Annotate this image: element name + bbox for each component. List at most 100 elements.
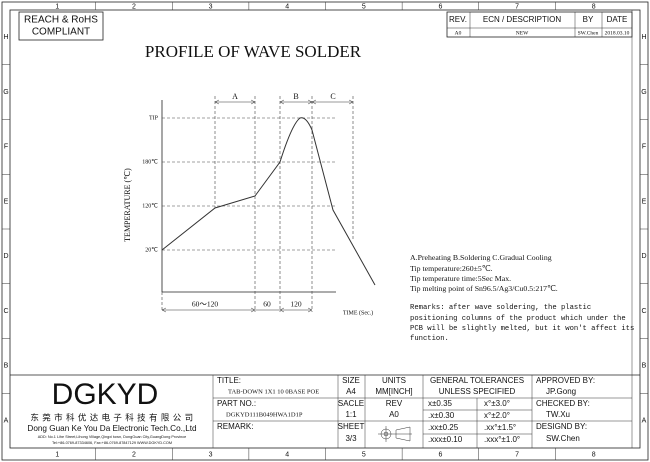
note-line: A.Preheating B.Soldering C.Gradual Cooli…: [410, 253, 552, 262]
title-block: DGKYD 东 莞 市 科 优 达 电 子 科 技 有 限 公 司 Dong G…: [10, 10, 640, 448]
column-label: 4: [285, 3, 289, 10]
column-label: 7: [515, 3, 519, 10]
level-label: 120℃: [142, 203, 158, 209]
field-label: GENERAL TOLERANCES: [430, 376, 524, 385]
field-value: A4: [346, 387, 356, 396]
row-label: D: [3, 253, 8, 260]
rev-cell: SW.Chen: [578, 30, 599, 36]
field-label: APPROVED BY:: [536, 376, 595, 385]
notes: A.Preheating B.Soldering C.Gradual Cooli…: [410, 253, 558, 293]
field-value: 3/3: [345, 434, 357, 443]
rev-cell: 2018.03.10: [605, 30, 630, 36]
column-label: 7: [515, 451, 519, 458]
field-label: PART NO.:: [217, 399, 256, 408]
profile-diagram: TEMPERATURE (℃) TIP 180℃ 120℃ 20℃ A B C …: [123, 92, 376, 316]
remark-line: positioning columns of the product which…: [410, 315, 626, 323]
field-value: JP.Gong: [546, 387, 576, 396]
column-label: 8: [592, 451, 596, 458]
row-label: F: [4, 144, 8, 151]
field-label: SACLE: [338, 399, 364, 408]
field-value: SW.Chen: [546, 434, 580, 443]
field-value: 1:1: [345, 410, 357, 419]
duration-arrow: [161, 307, 313, 313]
field-label: SIZE: [342, 376, 360, 385]
remark-line: Remarks: after wave soldering, the plast…: [410, 304, 591, 312]
column-label: 6: [438, 3, 442, 10]
row-label: E: [642, 198, 647, 205]
row-label: B: [642, 363, 647, 370]
column-label: 5: [362, 451, 366, 458]
rev-header: BY: [583, 15, 594, 24]
row-label: A: [642, 417, 647, 424]
row-label: H: [641, 34, 646, 41]
level-label: TIP: [149, 115, 159, 121]
note-line: Tip temperature time:5Sec Max.: [410, 274, 511, 283]
field-label: SHEET: [338, 422, 365, 431]
field-value: DGKYD111B049HWA1D1P: [226, 411, 303, 418]
profile-curve: [161, 117, 376, 286]
field-label: REV: [386, 399, 403, 408]
phase-label: C: [330, 92, 335, 101]
x-axis-label: TIME (Sec.): [343, 309, 373, 316]
row-label: C: [3, 308, 8, 315]
level-label: 20℃: [145, 247, 158, 253]
remark-line: PCB will be slightly melted, but it won'…: [410, 325, 634, 333]
duration-label: 120: [290, 300, 302, 309]
remark-line: function.: [410, 335, 449, 343]
column-label: 2: [132, 451, 136, 458]
field-value: TW.Xu: [546, 410, 570, 419]
column-label: 6: [438, 451, 442, 458]
duration-label: 60: [263, 300, 271, 309]
phase-arrow: [311, 99, 354, 105]
column-label: 1: [55, 451, 59, 458]
field-value: TAB-DOWN 1X1 10 0BASE POE: [228, 388, 319, 395]
tolerance: .xx±0.25: [428, 423, 459, 432]
projection-symbol: [378, 426, 412, 442]
row-label: B: [4, 363, 9, 370]
field-label: UNLESS SPECIFIED: [439, 387, 516, 396]
y-axis-label: TEMPERATURE (℃): [123, 168, 132, 242]
compliance-box: [18, 11, 104, 41]
level-label: 180℃: [142, 159, 158, 165]
column-label: 3: [209, 451, 213, 458]
rev-header: REV.: [449, 15, 467, 24]
tolerance: .xxx°±1.0°: [484, 435, 520, 444]
row-label: G: [3, 89, 8, 96]
row-label: F: [642, 144, 646, 151]
revision-table: REV. ECN / DESCRIPTION BY DATE A0 NEW SW…: [446, 11, 633, 38]
company-address: ADD: No.1 Lihe Street,Lihong Village,Qin…: [38, 435, 186, 439]
field-value: MM[INCH]: [375, 387, 412, 396]
phase-label: B: [293, 92, 298, 101]
row-label: A: [4, 417, 9, 424]
tolerance: x°±3.0°: [484, 399, 510, 408]
field-label: REMARK:: [217, 422, 253, 431]
column-label: 5: [362, 3, 366, 10]
rev-cell: NEW: [516, 30, 529, 36]
company-contact: Tel:+86-0769-87334606, Fax:+86-0769-8784…: [52, 441, 172, 445]
row-label: C: [641, 308, 646, 315]
column-label: 2: [132, 3, 136, 10]
rev-header: DATE: [607, 15, 628, 24]
field-label: TITLE:: [217, 376, 241, 385]
phase-arrow: [214, 99, 256, 105]
drawing-title: PROFILE OF WAVE SOLDER: [145, 42, 362, 61]
row-label: H: [3, 34, 8, 41]
column-label: 4: [285, 451, 289, 458]
remarks: Remarks: after wave soldering, the plast…: [410, 304, 634, 343]
company-logo: DGKYD: [52, 378, 159, 411]
note-line: Tip melting point of Sn96.5/Ag3/Cu0.5:21…: [410, 284, 558, 293]
rev-cell: A0: [455, 30, 462, 36]
field-value: A0: [389, 410, 399, 419]
tolerance: .xxx±0.10: [428, 435, 463, 444]
column-label: 1: [55, 3, 59, 10]
tolerance: x±0.35: [428, 399, 453, 408]
company-name-cn: 东 莞 市 科 优 达 电 子 科 技 有 限 公 司: [30, 412, 193, 422]
compliance-text: REACH & RoHS: [24, 15, 98, 26]
row-label: D: [641, 253, 646, 260]
field-label: DESIGND BY:: [536, 422, 587, 431]
phase-arrow: [279, 99, 313, 105]
row-label: G: [641, 89, 646, 96]
duration-label: 60～120: [192, 300, 218, 309]
